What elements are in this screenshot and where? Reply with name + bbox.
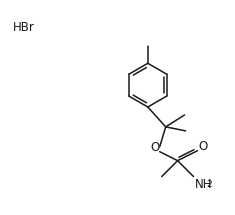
Text: O: O bbox=[199, 140, 208, 153]
Text: O: O bbox=[150, 141, 159, 154]
Text: HBr: HBr bbox=[13, 21, 35, 34]
Text: 2: 2 bbox=[206, 180, 212, 189]
Text: NH: NH bbox=[195, 178, 212, 190]
